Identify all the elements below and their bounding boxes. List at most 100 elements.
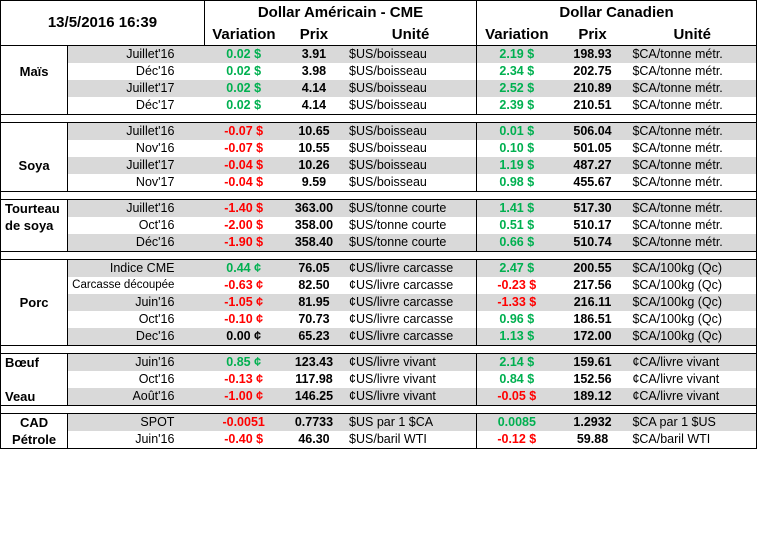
ca-price-cell: 152.56 [573, 372, 612, 386]
us-price-cell: 82.50 [298, 278, 330, 292]
us-unit-header: Unité [345, 25, 478, 46]
us-unit-cell: ¢US/livre vivant [345, 353, 478, 371]
contract-cell: Juin'16 [67, 353, 205, 371]
commodity-label [0, 311, 69, 328]
us-unit-cell: ¢US/livre vivant [345, 371, 478, 388]
contract-cell: Juin'16 [67, 294, 205, 311]
us-unit-cell: $US par 1 $CA [345, 413, 478, 431]
contract-cell: Juillet'16 [67, 45, 205, 63]
ca-unit-cell: $CA/tonne métr. [628, 157, 757, 174]
commodity-label [0, 328, 69, 346]
ca-variation-cell: 0.98 $ [476, 174, 557, 192]
table-row: Veau Août'16 -1.00 ¢ 146.25 ¢US/livre vivant… [0, 388, 757, 406]
datetime-cell: 13/5/2016 16:39 [0, 0, 205, 46]
table-row: Tourteau Juillet'16 -1.40 $363.00 $US/tonne… [0, 199, 757, 217]
commodity-label [0, 371, 69, 388]
ca-price-cell: 217.56 [573, 278, 612, 292]
us-price-cell: 358.40 [282, 234, 346, 252]
ca-price-cell: 59.88 [556, 431, 629, 449]
contract-cell: Juin'16 [67, 431, 205, 449]
ca-unit-cell: ¢CA/livre vivant [628, 388, 757, 406]
ca-unit-cell: ¢CA/livre vivant [628, 371, 757, 388]
ca-variation-cell: 1.41 $ [476, 199, 557, 217]
us-unit-cell: $US/boisseau [345, 140, 478, 157]
ca-variation-cell: 0.84 $ [499, 372, 535, 386]
us-price-cell: 0.7733 [282, 413, 346, 431]
table-row: Oct'16 -0.13 ¢ 117.98 ¢US/livre vivant 0.84 … [0, 371, 757, 388]
contract-cell: Déc'16 [67, 234, 205, 252]
ca-price-cell: 216.11 [556, 294, 629, 311]
table-row: Porc Juin'16 -1.05 ¢ 81.95 ¢US/livre carcass… [0, 294, 757, 311]
table-row: Juillet'16 -0.07 $10.65 $US/boisseau 0.01 $… [0, 122, 757, 140]
us-price-cell: 81.95 [282, 294, 346, 311]
us-unit-cell: ¢US/livre carcasse [345, 311, 478, 328]
commodity-label: CAD [0, 413, 69, 431]
ca-unit-cell: $CA/tonne métr. [628, 234, 757, 252]
ca-unit-cell: ¢CA/livre vivant [628, 353, 757, 371]
us-price-cell: 10.26 [282, 157, 346, 174]
us-unit-cell: $US/boisseau [345, 45, 478, 63]
us-price-cell: 70.73 [298, 312, 330, 326]
contract-cell: Juillet'16 [67, 122, 205, 140]
us-variation-cell: 0.00 ¢ [204, 328, 283, 346]
ca-variation-cell: 0.0085 [476, 413, 557, 431]
table-row: Oct'16 -0.10 ¢ 70.73 ¢US/livre carcasse 0.96… [0, 311, 757, 328]
commodity-label [0, 140, 69, 157]
contract-cell: Juillet'16 [67, 199, 205, 217]
us-variation-cell: -0.13 ¢ [224, 372, 264, 386]
ca-price-cell: 210.89 [556, 80, 629, 97]
commodity-label: Porc [0, 294, 69, 311]
table-row: Soya Juillet'17 -0.04 $10.26 $US/boisseau 1.… [0, 157, 757, 174]
us-price-cell: 3.98 [301, 64, 327, 78]
us-unit-cell: $US/tonne courte [345, 234, 478, 252]
ca-unit-cell: $CA/tonne métr. [628, 174, 757, 192]
commodity-label: Pétrole [0, 431, 69, 449]
us-unit-cell: $US/tonne courte [345, 199, 478, 217]
table-row: Maïs Déc'16 0.02 $ 3.98 $US/boisseau 2.34 $ 20… [0, 63, 757, 80]
ca-price-cell: 501.05 [573, 141, 612, 155]
us-variation-cell: -0.0051 [204, 413, 283, 431]
commodity-label: Veau [0, 388, 69, 406]
ca-variation-cell: 0.01 $ [476, 122, 557, 140]
us-price-cell: 10.65 [282, 122, 346, 140]
ca-price-cell: 172.00 [556, 328, 629, 346]
ca-unit-cell: $CA/tonne métr. [628, 45, 757, 63]
us-unit-cell: $US/tonne courte [345, 217, 478, 234]
us-price-cell: 4.14 [282, 97, 346, 115]
us-variation-cell: -1.00 ¢ [204, 388, 283, 406]
contract-cell: Août'16 [67, 388, 205, 406]
table-row: Déc'16 -1.90 $358.40 $US/tonne courte 0.66 … [0, 234, 757, 252]
ca-unit-cell: $CA/100kg (Qc) [628, 277, 757, 294]
us-variation-cell: -0.07 $ [204, 122, 283, 140]
us-price-cell: 3.91 [282, 45, 346, 63]
us-unit-cell: ¢US/livre carcasse [345, 328, 478, 346]
header-row-columns: Variation Prix Unité Variation Prix Unité [1, 25, 757, 46]
ca-variation-cell: 0.66 $ [476, 234, 557, 252]
us-price-cell: 9.59 [282, 174, 346, 192]
ca-unit-cell: $CA/100kg (Qc) [628, 311, 757, 328]
separator-cell [0, 114, 757, 123]
commodity-label: Tourteau [0, 199, 69, 217]
contract-cell: Nov'16 [135, 141, 175, 155]
group-separator [0, 345, 757, 354]
us-unit-cell: $US/boisseau [345, 122, 478, 140]
ca-unit-cell: $CA par 1 $US [628, 413, 757, 431]
us-variation-cell: -1.40 $ [204, 199, 283, 217]
contract-cell: SPOT [67, 413, 205, 431]
separator-cell [0, 191, 757, 200]
us-price-cell: 65.23 [282, 328, 346, 346]
ca-price-cell: 186.51 [573, 312, 612, 326]
us-variation-cell: -0.04 $ [204, 174, 283, 192]
ca-variation-cell: 1.19 $ [476, 157, 557, 174]
us-variation-cell: 0.02 $ [204, 80, 283, 97]
us-price-cell: 76.05 [282, 259, 346, 277]
ca-price-cell: 202.75 [573, 64, 612, 78]
contract-cell: Déc'16 [135, 64, 175, 78]
ca-price-cell: 198.93 [556, 45, 629, 63]
ca-unit-cell: $CA/tonne métr. [628, 199, 757, 217]
us-variation-cell: -0.40 $ [204, 431, 283, 449]
table-row: Bœuf Juin'16 0.85 ¢ 123.43 ¢US/livre vivant 2… [0, 353, 757, 371]
ca-variation-cell: -0.05 $ [476, 388, 557, 406]
contract-cell: Déc'17 [67, 97, 205, 115]
ca-variation-cell: 2.47 $ [476, 259, 557, 277]
